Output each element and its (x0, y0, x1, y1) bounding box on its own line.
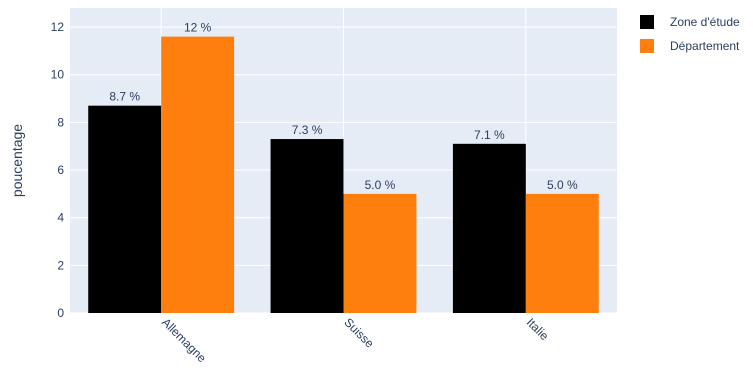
y-tick-label: 0 (57, 306, 64, 320)
bar[interactable] (452, 143, 526, 313)
y-tick-label: 10 (51, 68, 65, 82)
y-tick-label: 8 (57, 115, 64, 129)
y-tick-label: 6 (57, 163, 64, 177)
data-labels: 8.7 % 7.3 % 7.1 % 12 % 5.0 % 5.0 % (109, 21, 578, 192)
y-axis-ticks: 0 2 4 6 8 10 12 (51, 20, 65, 320)
legend: Zone d'étude Département (640, 10, 740, 58)
x-tick-label: Allemagne (159, 315, 209, 365)
y-tick-label: 12 (51, 20, 65, 34)
bar[interactable] (343, 193, 417, 313)
x-axis-ticks: Allemagne Suisse Italie (159, 315, 552, 365)
data-label: 7.1 % (474, 128, 505, 142)
legend-label: Zone d'étude (670, 15, 740, 29)
legend-swatch (640, 15, 654, 29)
bar[interactable] (88, 105, 162, 313)
data-label: 7.3 % (292, 123, 323, 137)
legend-item-departement[interactable]: Département (640, 34, 740, 58)
bars (88, 36, 599, 313)
x-tick-label: Italie (524, 315, 552, 343)
bar[interactable] (161, 36, 235, 313)
data-label: 12 % (184, 21, 212, 35)
y-tick-label: 4 (57, 211, 64, 225)
y-axis-title: poucentage (9, 124, 25, 197)
y-tick-label: 2 (57, 258, 64, 272)
data-label: 5.0 % (547, 178, 578, 192)
data-label: 5.0 % (365, 178, 396, 192)
bar[interactable] (270, 139, 344, 313)
x-tick-label: Suisse (341, 315, 377, 351)
legend-item-zone-etude[interactable]: Zone d'étude (640, 10, 740, 34)
legend-swatch (640, 39, 654, 53)
data-label: 8.7 % (109, 90, 140, 104)
legend-label: Département (670, 39, 740, 53)
bar[interactable] (525, 193, 599, 313)
